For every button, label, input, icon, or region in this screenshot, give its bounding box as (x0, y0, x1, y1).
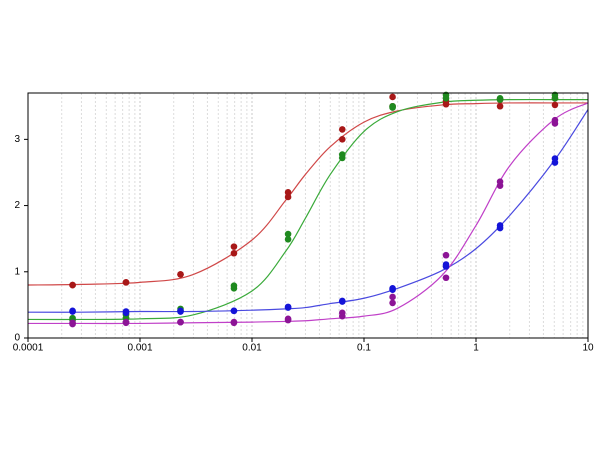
data-point (389, 286, 396, 293)
data-point (177, 318, 184, 326)
data-point (177, 271, 184, 278)
data-point (389, 293, 396, 301)
data-point (389, 104, 396, 111)
data-point (284, 304, 292, 311)
x-tick-label: 0.0001 (13, 343, 44, 354)
grid (24, 93, 589, 342)
data-point (389, 299, 396, 307)
y-tick-label: 2 (14, 200, 20, 211)
data-point (122, 309, 130, 317)
data-point (69, 320, 76, 328)
data-point (230, 243, 238, 250)
data-point (284, 316, 292, 324)
data-point (442, 263, 450, 270)
data-point (230, 307, 238, 315)
data-point (122, 279, 130, 286)
data-point (230, 319, 238, 327)
y-tick-label: 0 (14, 333, 20, 344)
data-point (230, 285, 238, 292)
data-point (338, 154, 346, 162)
x-tick-label: 1 (473, 343, 479, 354)
y-tick-label: 3 (14, 134, 20, 145)
fit-curve (27, 109, 589, 313)
data-point (284, 189, 292, 196)
data-point (442, 94, 450, 102)
y-tick-label: 1 (14, 266, 20, 277)
data-point (284, 230, 292, 238)
data-point (551, 94, 559, 102)
data-point (177, 308, 184, 315)
data-point (551, 159, 559, 166)
data-point (338, 126, 346, 133)
data-point (338, 312, 346, 320)
data-point (442, 251, 450, 259)
data-point (284, 193, 292, 201)
x-tick-label: 10 (582, 343, 594, 354)
plot-frame (27, 92, 589, 339)
data-point (284, 236, 292, 243)
x-tick-label: 0.1 (357, 343, 371, 354)
fit-curve (27, 102, 588, 286)
data-point (496, 182, 504, 190)
data-point (551, 101, 559, 109)
data-point (230, 249, 238, 257)
data-point (338, 136, 346, 143)
data-point (496, 102, 504, 110)
data-point (69, 308, 76, 315)
marks (27, 91, 589, 328)
data-point (442, 274, 450, 282)
data-point (122, 319, 130, 327)
x-tick-label: 0.01 (242, 343, 262, 354)
data-point (496, 224, 504, 232)
data-point (496, 96, 504, 103)
data-point (389, 93, 396, 101)
data-point (69, 281, 76, 289)
x-tick-label: 0.001 (127, 343, 152, 354)
data-point (338, 298, 346, 305)
fit-curve (28, 102, 589, 325)
data-point (442, 100, 450, 108)
data-point (551, 120, 559, 127)
